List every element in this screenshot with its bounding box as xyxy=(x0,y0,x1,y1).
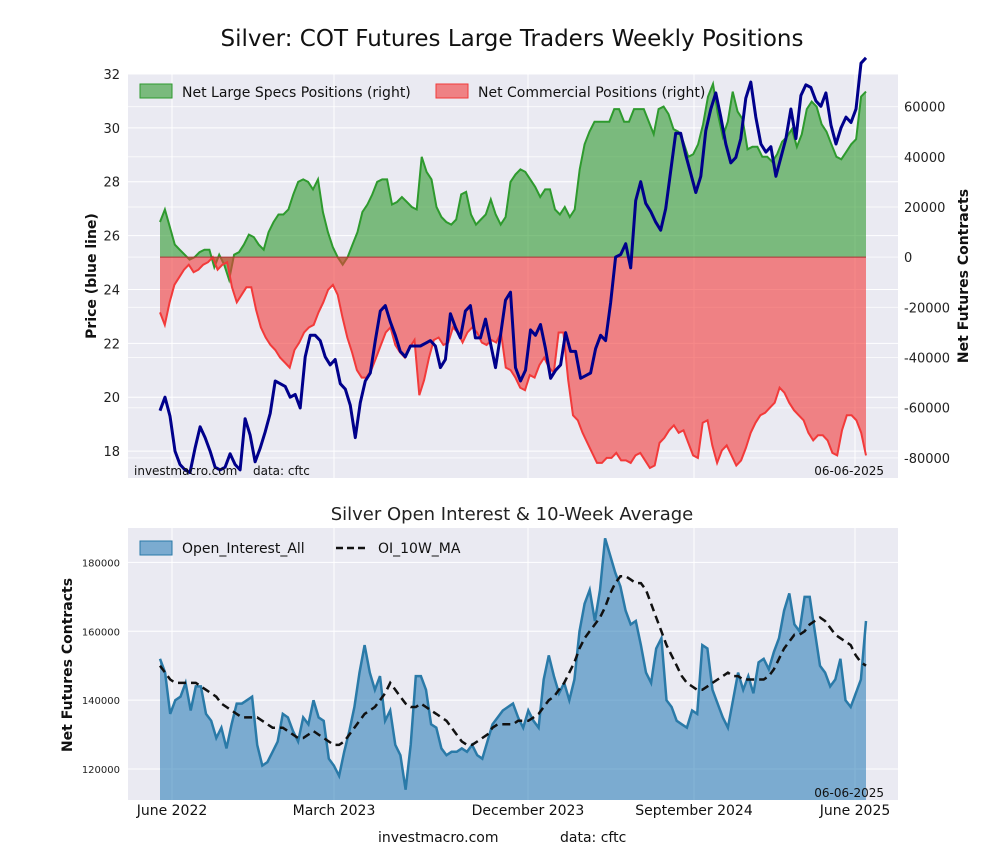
right-tick-label: -60000 xyxy=(904,402,950,417)
left-tick-label: 24 xyxy=(103,283,120,298)
left-tick-label: 26 xyxy=(103,230,120,245)
oi-10w-ma-line xyxy=(158,574,867,747)
open-interest-chart: June 2022 March 2023 December 2023 Septembe… xyxy=(60,528,898,819)
left-axis-label: Price (blue line) xyxy=(84,213,100,339)
left-tick-label: 28 xyxy=(103,176,120,191)
commercials-area xyxy=(160,257,866,468)
y-tick-label: 160000 xyxy=(82,627,120,638)
main-title: Silver: COT Futures Large Traders Weekly… xyxy=(221,26,804,52)
y-tick-label: 180000 xyxy=(82,558,120,569)
right-tick-label: 0 xyxy=(904,251,912,266)
left-tick-label: 30 xyxy=(103,122,120,137)
y-tick-label: 140000 xyxy=(82,696,120,707)
x-tick-label: June 2022 xyxy=(136,803,208,819)
footer-source: data: cftc xyxy=(560,830,626,846)
watermark-source: data: cftc xyxy=(253,464,310,478)
footer-site: investmacro.com xyxy=(378,830,498,846)
legend-label-oi: Open_Interest_All xyxy=(182,541,305,557)
left-tick-label: 20 xyxy=(103,391,120,406)
right-axis-label: Net Futures Contracts xyxy=(956,189,972,363)
large-specs-area xyxy=(160,84,866,280)
open-interest-area xyxy=(160,538,866,800)
y-axis-label: Net Futures Contracts xyxy=(60,578,76,752)
y-tick-label: 120000 xyxy=(82,765,120,776)
right-tick-label: 60000 xyxy=(904,101,945,116)
cot-positions-chart: 18 20 22 24 26 28 30 32 60000 40000 20000 0 -20000 -4… xyxy=(84,56,972,478)
sub-title: Silver Open Interest & 10-Week Average xyxy=(331,504,694,525)
legend-swatch-commercials xyxy=(435,83,469,99)
x-tick-label: December 2023 xyxy=(472,803,585,819)
date-label: 06-06-2025 xyxy=(814,786,884,800)
price-line xyxy=(158,56,868,475)
legend-label-specs: Net Large Specs Positions (right) xyxy=(182,85,411,101)
right-tick-label: 40000 xyxy=(904,151,945,166)
x-tick-label: March 2023 xyxy=(293,803,376,819)
left-tick-label: 18 xyxy=(103,445,120,460)
legend-swatch-specs xyxy=(139,83,173,99)
right-tick-label: -40000 xyxy=(904,352,950,367)
left-tick-label: 22 xyxy=(103,337,120,352)
x-tick-label: September 2024 xyxy=(635,803,753,819)
watermark-site: investmacro.com xyxy=(134,464,237,478)
x-tick-label: June 2025 xyxy=(819,803,891,819)
date-label: 06-06-2025 xyxy=(814,464,884,478)
legend-label-ma: OI_10W_MA xyxy=(378,541,461,557)
commercials-line xyxy=(159,255,867,470)
large-specs-line xyxy=(159,80,867,284)
left-tick-label: 32 xyxy=(103,68,120,83)
open-interest-line xyxy=(158,537,868,790)
right-tick-label: 20000 xyxy=(904,201,945,216)
right-tick-label: -20000 xyxy=(904,301,950,316)
legend-label-commercials: Net Commercial Positions (right) xyxy=(478,85,705,101)
right-tick-label: -80000 xyxy=(904,452,950,467)
legend-swatch-oi xyxy=(139,540,173,556)
